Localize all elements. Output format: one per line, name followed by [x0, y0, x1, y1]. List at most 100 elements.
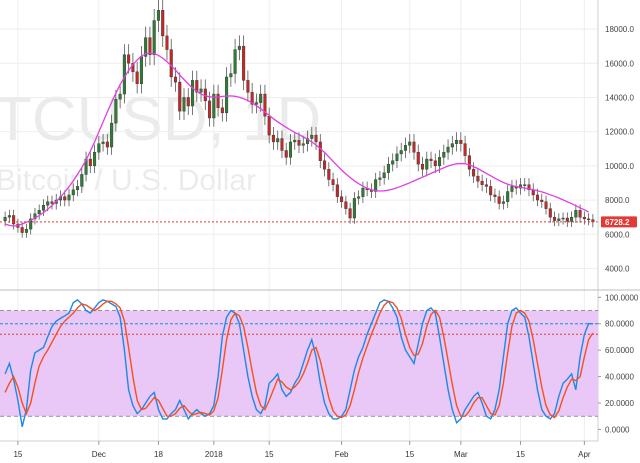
candle-body	[442, 151, 446, 158]
candle-body	[165, 35, 169, 50]
candle-body	[122, 54, 126, 95]
candle-body	[50, 201, 54, 204]
candle-body	[97, 143, 101, 153]
candle-body	[429, 158, 433, 161]
candle-body	[395, 153, 399, 161]
candle-body	[314, 134, 318, 143]
candle-body	[489, 186, 493, 196]
candle-body	[506, 191, 510, 202]
candle-body	[352, 198, 356, 219]
candle-body	[212, 93, 216, 119]
time-axis: 15 Dec 18 2018 15 Feb 15 Mar 15 Apr	[13, 441, 591, 459]
candle-body	[323, 160, 327, 170]
candle-body	[420, 163, 425, 170]
candle-body	[182, 97, 186, 112]
candle-body	[267, 116, 271, 136]
candle-body	[191, 80, 195, 107]
candle-body	[173, 76, 178, 83]
candle-body	[476, 175, 480, 182]
candle-body	[250, 92, 254, 105]
candle-body	[518, 184, 522, 189]
candle-body	[327, 169, 331, 180]
candle-body	[161, 10, 165, 37]
candle-body	[46, 201, 50, 206]
candle-body	[199, 88, 203, 93]
price-tick-label: 16000.0	[605, 59, 634, 68]
candle-body	[110, 122, 114, 148]
time-tick-label: 15	[265, 450, 274, 459]
candle-body	[497, 196, 501, 204]
candle-body	[88, 158, 92, 167]
moving-average-line	[4, 52, 589, 227]
candle-body	[271, 134, 275, 143]
time-tick-label: 2018	[205, 450, 223, 459]
candle-body	[246, 80, 250, 93]
candle-body	[493, 194, 497, 197]
candle-body	[570, 216, 574, 222]
candle-body	[233, 49, 237, 74]
candle-body	[131, 63, 135, 73]
candle-body	[259, 93, 263, 103]
candle-body	[186, 97, 190, 107]
candle-body	[340, 196, 344, 202]
candle-body	[382, 172, 386, 179]
candle-body	[386, 163, 390, 173]
candle-body	[463, 143, 467, 156]
stochastic-tick-label: 20.0000	[605, 399, 634, 408]
candle-body	[403, 145, 407, 151]
candle-body	[178, 81, 182, 112]
candle-body	[459, 140, 463, 144]
candle-body	[557, 218, 561, 221]
candle-body	[433, 160, 437, 167]
candle-body	[29, 218, 33, 230]
time-tick-label: 15	[516, 450, 525, 459]
candle-body	[438, 157, 442, 167]
candle-body	[93, 151, 97, 167]
candle-body	[127, 54, 131, 64]
candle-body	[391, 160, 395, 165]
candle-body	[7, 215, 11, 218]
candle-body	[331, 179, 335, 185]
candle-body	[455, 140, 459, 144]
candle-body	[156, 10, 160, 21]
time-tick-label: Apr	[578, 450, 591, 459]
candle-body	[288, 141, 293, 158]
candle-body	[416, 151, 420, 165]
candle-body	[284, 150, 288, 158]
candle-body	[169, 49, 173, 78]
candle-body	[510, 186, 514, 192]
candle-body	[553, 216, 557, 221]
price-tick-label: 12000.0	[605, 128, 634, 137]
candle-body	[135, 71, 139, 84]
candle-body	[544, 201, 548, 209]
candle-body	[101, 141, 105, 144]
candle-body	[71, 189, 75, 196]
candle-body	[472, 169, 476, 177]
candle-body	[33, 213, 37, 220]
time-tick-label: Dec	[92, 450, 106, 459]
candle-body	[139, 56, 143, 84]
candle-body	[114, 98, 118, 124]
candle-body	[335, 184, 339, 197]
candle-body	[276, 138, 280, 143]
time-tick-label: 15	[405, 450, 414, 459]
candle-body	[408, 141, 412, 146]
time-tick-label: 15	[13, 450, 22, 459]
price-tick-label: 10000.0	[605, 162, 634, 171]
candle-body	[540, 199, 544, 202]
candle-body	[144, 37, 148, 57]
candle-body	[531, 189, 535, 196]
candle-body	[20, 227, 24, 233]
price-tick-label: 14000.0	[605, 93, 634, 102]
candle-body	[378, 177, 382, 180]
candle-body	[318, 141, 322, 161]
candle-body	[280, 138, 284, 151]
candle-body	[118, 93, 122, 100]
candle-body	[484, 184, 488, 187]
candle-body	[425, 158, 429, 170]
stochastic-pane	[0, 299, 598, 427]
candle-body	[237, 45, 241, 50]
candle-body	[208, 100, 212, 119]
candle-body	[301, 143, 305, 146]
stochastic-axis: 0.0000 20.0000 40.0000 60.0000 80.0000 100.00…	[598, 293, 639, 434]
